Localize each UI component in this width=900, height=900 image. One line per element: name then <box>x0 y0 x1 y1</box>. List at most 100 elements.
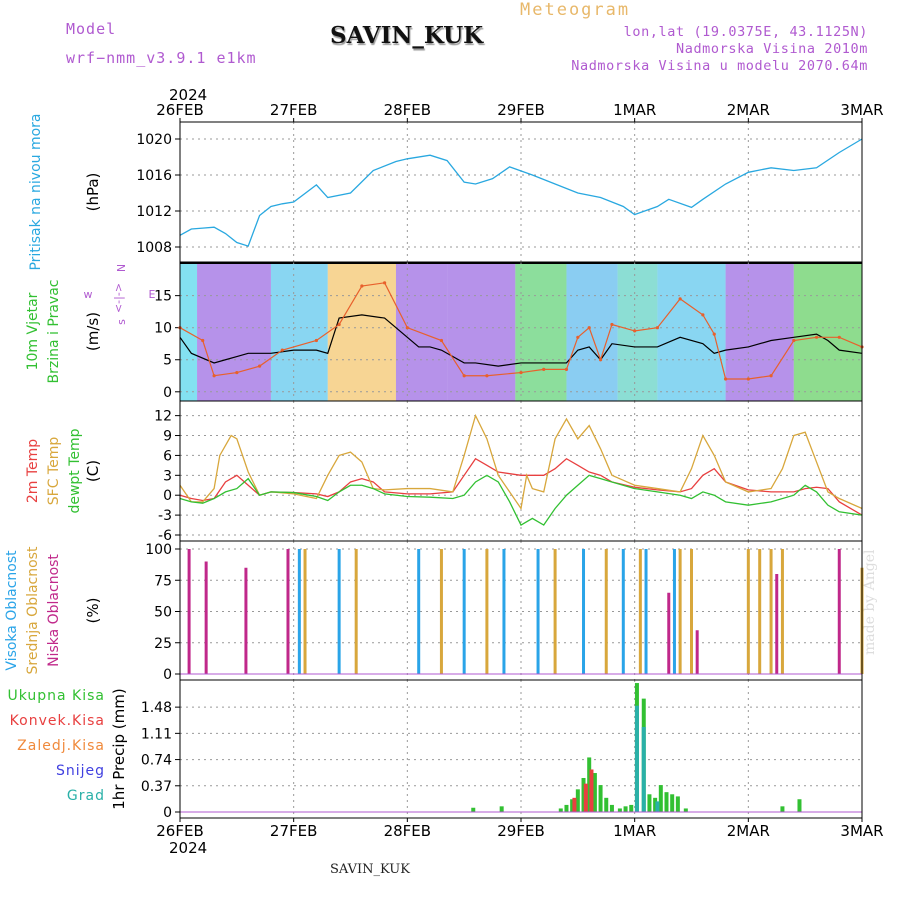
bar <box>655 801 660 812</box>
bar <box>286 549 290 674</box>
y-tick-label: 10 <box>154 321 172 337</box>
gust-point <box>564 367 569 371</box>
gust-point <box>201 338 205 343</box>
y-tick-label: 1016 <box>136 168 172 184</box>
bar <box>690 549 693 674</box>
bar <box>575 789 580 812</box>
bar <box>592 773 597 812</box>
gust-point <box>439 338 444 343</box>
gust-point <box>633 329 637 333</box>
y-tick-label: -3 <box>158 508 172 524</box>
coords-label: lon,lat (19.0375E, 43.1125N) <box>623 24 868 40</box>
bar <box>337 549 341 674</box>
y-tick-label: 12 <box>154 409 172 425</box>
y-tick-label: 1.48 <box>141 700 172 716</box>
y-tick-label: 0 <box>163 667 172 683</box>
gust-point <box>837 335 841 339</box>
bar <box>746 549 750 674</box>
x-tick-label-bottom: 28FEB <box>384 822 431 840</box>
y-tick-label: 100 <box>145 542 172 558</box>
bar <box>609 804 614 812</box>
bar <box>638 549 642 674</box>
side-label: Brzina i Pravac <box>46 280 62 384</box>
y-axis-label: (%) <box>84 598 102 624</box>
gust-point <box>610 322 614 327</box>
side-label: Visoka Oblacnost <box>4 550 20 671</box>
y-axis-label: (hPa) <box>84 173 102 212</box>
bar <box>675 796 680 812</box>
wind-band <box>270 262 328 401</box>
y-axis-label: (m/s) <box>84 312 102 351</box>
bar <box>598 785 603 812</box>
y-tick-label: 0.74 <box>141 753 172 769</box>
y-axis-label: (C) <box>84 460 102 482</box>
bar <box>617 808 622 812</box>
x-tick-label-top: 27FEB <box>270 101 317 119</box>
gust-point <box>769 374 773 378</box>
bar <box>582 549 586 674</box>
side-label: dewpt Temp <box>67 428 83 513</box>
bar <box>644 549 648 674</box>
model-label: Model <box>66 20 117 38</box>
side-label: Niska Oblacnost <box>46 554 62 667</box>
direction-legend-w: w <box>84 288 93 301</box>
y-tick-label: 1.11 <box>141 726 172 742</box>
gust-point <box>360 284 364 288</box>
bar <box>581 777 586 812</box>
wind-band <box>197 262 271 401</box>
bar <box>769 549 773 674</box>
y-tick-label: 5 <box>163 353 172 369</box>
bar <box>439 549 443 674</box>
panel-temperature <box>175 400 863 542</box>
bar <box>758 549 762 674</box>
bar <box>570 799 575 812</box>
bar <box>604 549 608 674</box>
gust-point <box>678 297 682 301</box>
side-label: Pritisak na nivou mora <box>28 113 44 270</box>
bar <box>558 808 563 812</box>
gust-point <box>235 370 239 375</box>
wind-band <box>180 262 198 401</box>
bar <box>462 549 466 674</box>
bar <box>564 804 569 812</box>
panel-pressure <box>175 121 863 263</box>
x-tick-label-bottom: 29FEB <box>497 822 544 840</box>
panel-cloud <box>175 540 864 681</box>
panel-frame <box>179 121 863 263</box>
bar <box>797 799 802 812</box>
y-tick-label: 0 <box>163 805 172 821</box>
model-name: wrf−nmm_v3.9.1 e1km <box>66 49 257 67</box>
bar <box>303 549 307 674</box>
side-label: Srednja Oblacnost <box>25 546 41 674</box>
wind-band <box>447 262 516 401</box>
side-label: Snijeg <box>56 763 105 779</box>
bar <box>780 806 785 812</box>
bar <box>572 797 577 812</box>
gust-point <box>712 332 716 336</box>
elevation-label: Nadmorska Visina 2010m <box>675 41 868 57</box>
gust-point <box>701 313 705 317</box>
gust-point <box>655 326 660 330</box>
bar <box>664 792 669 812</box>
x-tick-label-bottom: 2MAR <box>727 822 770 840</box>
y-tick-label: 1012 <box>136 204 172 220</box>
gust-point <box>405 326 409 330</box>
gust-point <box>587 326 591 330</box>
y-tick-label: -6 <box>158 528 172 544</box>
bar <box>647 794 652 812</box>
gust-point <box>462 374 466 378</box>
x-tick-label-top: 2MAR <box>727 101 770 119</box>
y-tick-label: 50 <box>154 605 172 621</box>
panel-precipitation <box>175 679 863 819</box>
y-tick-label: 6 <box>163 448 172 464</box>
bar <box>297 549 301 674</box>
station-title: SAVIN_KUK <box>330 22 484 49</box>
bar <box>485 549 489 674</box>
gust-point <box>314 338 318 343</box>
bar <box>678 549 682 674</box>
gust-point <box>576 335 580 339</box>
bar <box>471 807 476 812</box>
gust-point <box>383 281 387 285</box>
bar <box>499 806 504 812</box>
gust-point <box>519 370 523 375</box>
